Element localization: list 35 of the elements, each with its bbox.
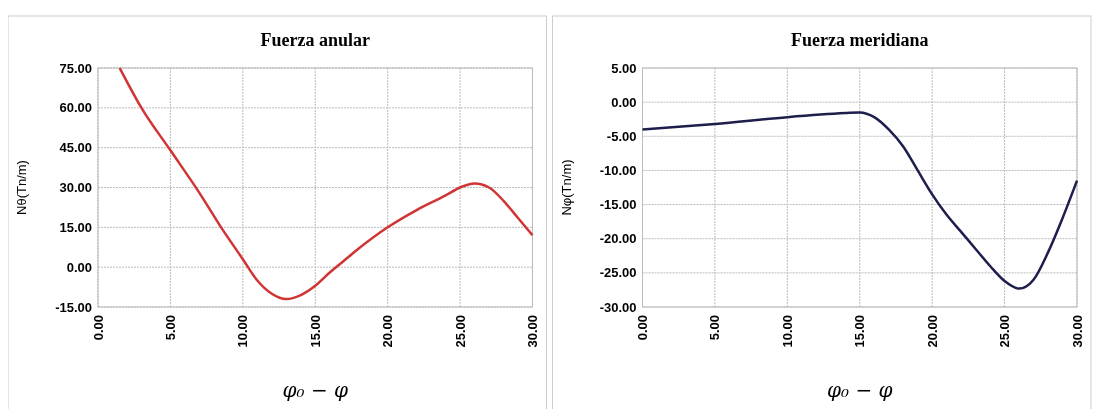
x-tick-label: 25.00 <box>452 315 468 348</box>
y-axis-title: Nφ(Tn/m) <box>558 159 574 216</box>
x-tick-label: 30.00 <box>525 315 541 348</box>
y-tick-label: -15.00 <box>55 299 92 315</box>
y-tick-label: -5.00 <box>606 128 637 144</box>
x-tick-label: 30.00 <box>1069 315 1085 348</box>
x-tick-label: 15.00 <box>307 315 323 348</box>
y-tick-label: 75.00 <box>59 60 92 76</box>
y-tick-label: 0.00 <box>611 94 637 110</box>
y-tick-label: 15.00 <box>59 219 92 235</box>
x-tick-label: 20.00 <box>924 315 940 348</box>
line-series <box>118 66 534 301</box>
y-tick-label: -25.00 <box>599 265 637 281</box>
y-tick-label: 60.00 <box>59 100 92 116</box>
y-tick-label: 0.00 <box>66 259 92 275</box>
y-tick-label: -20.00 <box>599 231 637 247</box>
y-axis-title: Nθ(Tn/m) <box>14 160 29 215</box>
y-tick-label: -15.00 <box>599 197 637 213</box>
chart-title: Fuerza meridiana <box>791 30 929 50</box>
x-axis-title: φ₀ − φ <box>827 378 893 402</box>
x-tick-label: 5.00 <box>707 315 723 341</box>
y-tick-label: 30.00 <box>59 180 92 196</box>
y-tick-label: -30.00 <box>599 299 637 315</box>
y-tick-label: -10.00 <box>599 162 637 178</box>
y-tick-label: 5.00 <box>611 60 637 76</box>
x-tick-label: 10.00 <box>779 315 795 348</box>
y-tick-label: 45.00 <box>59 140 92 156</box>
x-tick-label: 25.00 <box>997 315 1013 348</box>
x-tick-label: 15.00 <box>852 315 868 348</box>
x-tick-label: 20.00 <box>380 315 396 348</box>
x-tick-label: 10.00 <box>235 315 251 348</box>
chart-title: Fuerza anular <box>260 30 370 50</box>
x-tick-label: 5.00 <box>162 315 178 341</box>
line-series <box>641 111 1079 290</box>
x-axis-title: φ₀ − φ <box>282 378 348 402</box>
